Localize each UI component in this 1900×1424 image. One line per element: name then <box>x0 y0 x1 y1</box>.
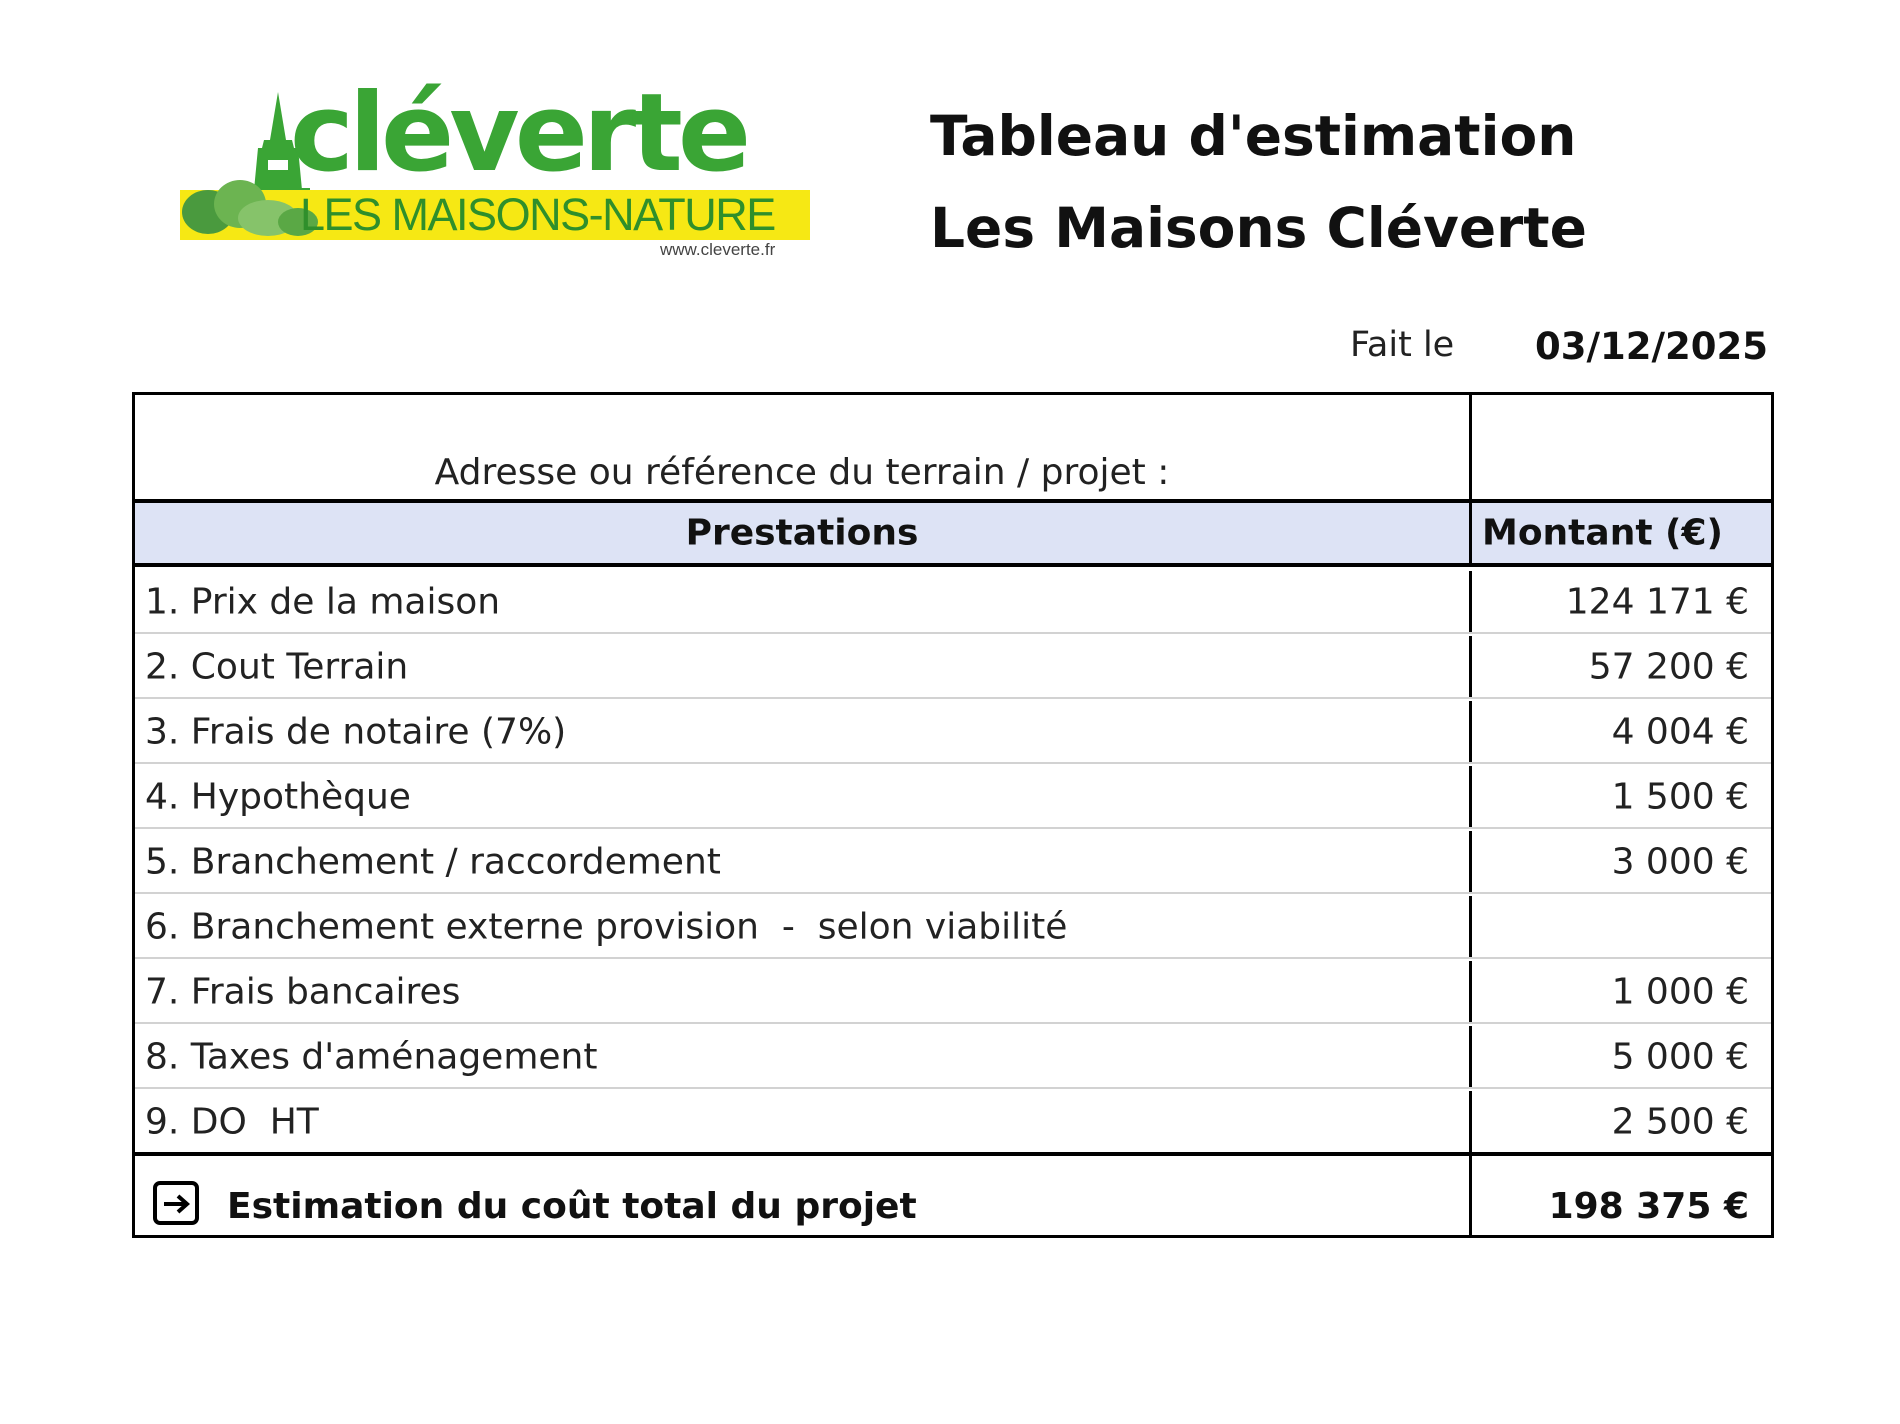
row-amount: 4 004 € <box>1611 711 1749 752</box>
page-title: Tableau d'estimation Les Maisons Clévert… <box>930 90 1630 274</box>
table-row: 1. Prix de la maison 124 171 € <box>135 571 1771 634</box>
estimation-table: Adresse ou référence du terrain / projet… <box>132 392 1774 1238</box>
row-amount-cell: 3 000 € <box>1472 831 1771 892</box>
address-row: Adresse ou référence du terrain / projet… <box>135 395 1771 503</box>
row-amount: 3 000 € <box>1611 841 1749 882</box>
date-value: 03/12/2025 <box>1535 325 1768 368</box>
table-header-row: Prestations Montant (€) <box>135 503 1771 567</box>
row-amount-cell: 1 000 € <box>1472 961 1771 1022</box>
row-amount: 2 500 € <box>1611 1101 1749 1142</box>
row-label-cell: 8. Taxes d'aménagement <box>135 1026 1472 1087</box>
total-label-cell: Estimation du coût total du projet <box>135 1145 1472 1235</box>
table-row: 7. Frais bancaires 1 000 € <box>135 961 1771 1024</box>
row-amount-cell: 124 171 € <box>1472 571 1771 632</box>
header-prestations-label: Prestations <box>685 512 919 554</box>
row-amount-cell: 1 500 € <box>1472 766 1771 827</box>
bushes-icon <box>182 180 318 236</box>
table-row: 2. Cout Terrain 57 200 € <box>135 636 1771 699</box>
logo-tagline: LES MAISONS-NATURE <box>300 189 776 240</box>
row-label-cell: 2. Cout Terrain <box>135 636 1472 697</box>
header-montant: Montant (€) <box>1472 503 1771 563</box>
row-label-cell: 1. Prix de la maison <box>135 571 1472 632</box>
header-prestations: Prestations <box>135 503 1472 563</box>
table-row: 4. Hypothèque 1 500 € <box>135 766 1771 829</box>
row-label-cell: 4. Hypothèque <box>135 766 1472 827</box>
row-label: 2. Cout Terrain <box>145 646 409 687</box>
title-line-1: Tableau d'estimation <box>930 104 1577 168</box>
row-amount: 124 171 € <box>1565 581 1749 622</box>
row-amount: 1 500 € <box>1611 776 1749 817</box>
row-label: 3. Frais de notaire (7%) <box>145 711 567 752</box>
total-amount: 198 375 € <box>1548 1186 1749 1227</box>
row-label: 6. Branchement externe provision - selon… <box>145 906 1068 947</box>
row-label-cell: 3. Frais de notaire (7%) <box>135 701 1472 762</box>
row-label-cell: 7. Frais bancaires <box>135 961 1472 1022</box>
logo-url: www.cleverte.fr <box>660 240 776 259</box>
address-value-cell[interactable] <box>1472 395 1771 499</box>
row-label-cell: 9. DO HT <box>135 1091 1472 1152</box>
cleverte-logo: cléverte LES MAISONS-NATURE www.cleverte… <box>170 80 820 265</box>
row-label: 5. Branchement / raccordement <box>145 841 721 882</box>
row-amount-cell: 2 500 € <box>1472 1091 1771 1152</box>
table-row: 3. Frais de notaire (7%) 4 004 € <box>135 701 1771 764</box>
row-amount: 5 000 € <box>1611 1036 1749 1077</box>
address-label: Adresse ou référence du terrain / projet… <box>434 452 1170 493</box>
total-label: Estimation du coût total du projet <box>227 1186 917 1227</box>
total-amount-cell: 198 375 € <box>1472 1145 1771 1235</box>
row-label: 9. DO HT <box>145 1101 319 1142</box>
row-amount-cell <box>1472 896 1771 957</box>
row-label-cell: 6. Branchement externe provision - selon… <box>135 896 1472 957</box>
table-row: 5. Branchement / raccordement 3 000 € <box>135 831 1771 894</box>
row-amount-cell: 5 000 € <box>1472 1026 1771 1087</box>
table-row: 9. DO HT 2 500 € <box>135 1091 1771 1156</box>
row-label: 1. Prix de la maison <box>145 581 501 622</box>
row-label-cell: 5. Branchement / raccordement <box>135 831 1472 892</box>
row-amount: 1 000 € <box>1611 971 1749 1012</box>
arrow-right-box-icon <box>153 1181 199 1225</box>
table-row: 8. Taxes d'aménagement 5 000 € <box>135 1026 1771 1089</box>
row-label: 7. Frais bancaires <box>145 971 461 1012</box>
table-row: 6. Branchement externe provision - selon… <box>135 896 1771 959</box>
logo-wordmark: cléverte <box>290 71 751 196</box>
total-row: Estimation du coût total du projet 198 3… <box>135 1145 1771 1235</box>
date-label: Fait le <box>1350 325 1455 365</box>
header-montant-label: Montant (€) <box>1482 512 1724 554</box>
title-line-2: Les Maisons Cléverte <box>930 196 1587 260</box>
row-amount-cell: 4 004 € <box>1472 701 1771 762</box>
row-label: 8. Taxes d'aménagement <box>145 1036 598 1077</box>
address-label-cell: Adresse ou référence du terrain / projet… <box>135 395 1472 499</box>
row-label: 4. Hypothèque <box>145 776 411 817</box>
row-amount-cell: 57 200 € <box>1472 636 1771 697</box>
row-amount: 57 200 € <box>1588 646 1749 687</box>
